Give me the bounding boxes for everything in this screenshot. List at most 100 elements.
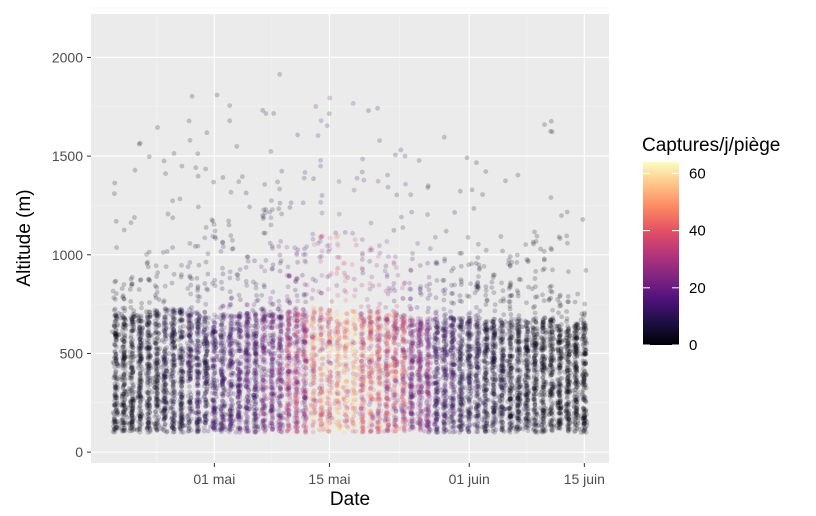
data-point [245,302,250,308]
data-point [376,311,382,317]
data-point [267,332,273,338]
data-point [121,296,127,302]
data-point [284,392,290,398]
data-point [294,376,300,381]
data-point [269,366,275,371]
data-point [268,149,274,154]
data-point [245,254,251,260]
data-point [179,357,185,363]
data-point [310,342,316,348]
data-point [137,417,143,423]
data-point [342,374,347,380]
data-point [130,405,136,411]
data-point [131,327,137,332]
data-point [200,329,206,335]
data-point [122,389,128,395]
data-point [114,407,120,413]
data-point [193,165,199,171]
data-point [114,400,120,406]
data-point [268,313,274,319]
data-point [130,382,136,388]
data-point [179,272,184,277]
data-point [375,349,380,354]
data-point [186,360,192,366]
data-point [121,325,126,330]
data-point [303,428,309,434]
data-point [121,339,127,344]
data-point [301,382,307,387]
data-point [129,339,134,345]
data-point [340,261,346,266]
data-point [170,357,176,362]
data-point [131,427,137,433]
data-point [121,339,127,345]
data-point [125,405,131,411]
data-point [318,163,323,169]
data-point [114,333,120,339]
data-point [212,381,218,386]
data-point [129,407,135,413]
data-point [326,307,332,313]
data-point [127,360,133,366]
data-point [121,296,127,302]
data-point [120,293,126,299]
data-point [370,412,376,418]
data-point [351,276,357,282]
data-point [335,422,340,428]
data-point [112,384,118,390]
data-point [325,396,331,401]
data-point [138,392,143,398]
data-point [129,375,135,381]
data-point [302,421,308,427]
data-point [130,390,136,396]
data-point [188,282,194,288]
data-point [277,186,282,192]
data-point [127,389,133,395]
data-point [219,425,225,431]
data-point [137,353,143,358]
data-point [121,332,127,338]
data-point [212,283,218,289]
data-point [114,331,119,336]
data-point [236,361,242,367]
data-point [254,328,260,333]
data-point [285,327,290,333]
data-point [262,368,268,374]
data-point [113,384,119,390]
data-point [129,419,135,425]
data-point [136,333,142,338]
data-point [112,323,118,329]
data-point [129,419,135,425]
data-point [238,370,244,376]
data-point [169,280,175,286]
data-point [122,339,128,344]
data-point [137,346,143,351]
data-point [171,426,177,432]
data-point [212,228,218,234]
data-point [129,413,135,419]
data-point [122,377,128,383]
data-point [228,233,234,239]
data-point [114,331,120,337]
data-point [219,286,225,292]
data-point [113,394,118,400]
data-point [114,395,120,400]
data-point [114,378,119,383]
data-point [300,272,305,278]
data-point [254,293,259,298]
data-point [359,257,365,262]
data-point [359,425,365,431]
data-point [303,361,308,367]
data-point [328,322,334,328]
data-point [137,413,143,419]
data-point [122,388,127,394]
data-point [120,375,125,381]
data-point [120,355,125,360]
data-point [114,355,119,361]
data-point [112,385,118,390]
data-point [135,395,141,400]
data-point [171,399,176,404]
data-point [129,428,135,433]
data-point [247,363,252,369]
data-point [195,369,201,375]
